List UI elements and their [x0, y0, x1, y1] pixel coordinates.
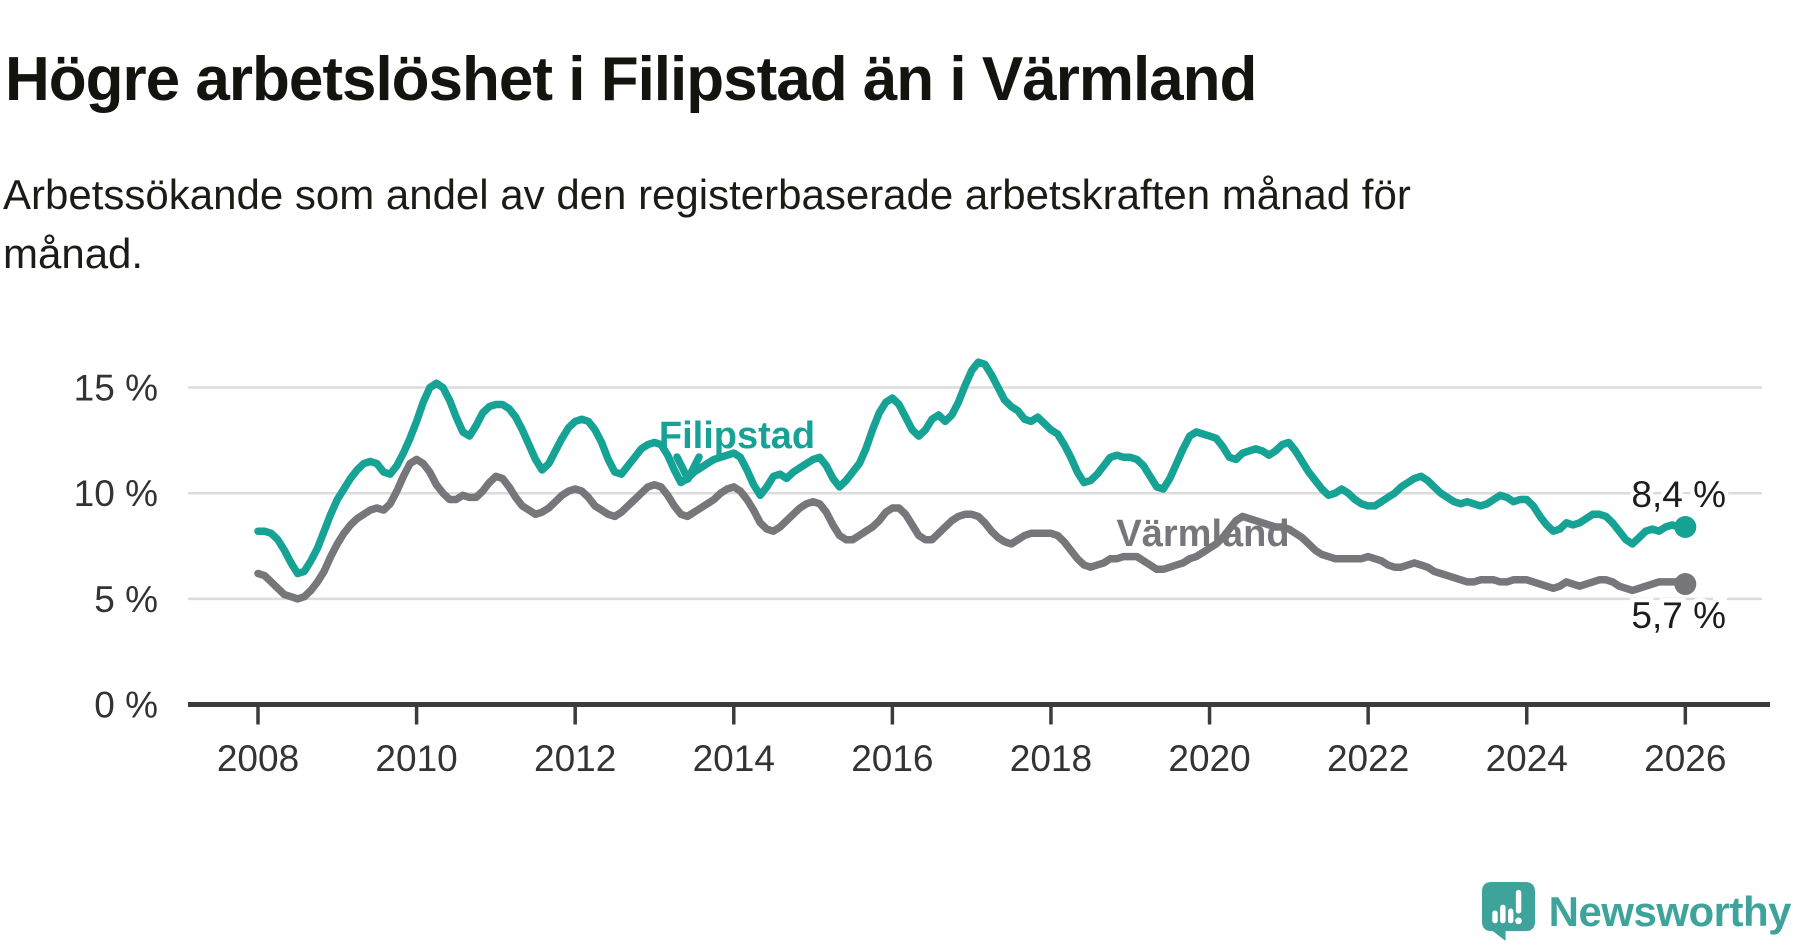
x-tick-label: 2020: [1168, 738, 1250, 779]
x-tick-label: 2016: [851, 738, 933, 779]
end-value-värmland: 5,7 %: [1631, 595, 1726, 636]
end-value-filipstad: 8,4 %: [1631, 474, 1726, 515]
annotation-arrow-down-icon: [673, 453, 703, 483]
y-tick-label: 0 %: [94, 685, 158, 726]
axes: 0 % 5 % 10 % 15 % 2008 2010 2012 2014 2016 2018 20…: [74, 368, 1770, 779]
x-tick-label: 2008: [217, 738, 299, 779]
page-subtitle: Arbetssökande som andel av den registerb…: [3, 171, 1411, 277]
annotations: Filipstad Värmland: [659, 415, 1290, 555]
x-tick-label: 2018: [1010, 738, 1092, 779]
series-label-filipstad: Filipstad: [659, 415, 815, 457]
x-tick-label: 2010: [375, 738, 457, 779]
newsworthy-logo-text: Newsworthy: [1548, 887, 1792, 935]
x-tick-label: 2014: [693, 738, 775, 779]
x-tick-label: 2012: [534, 738, 616, 779]
end-dot-filipstad: [1674, 516, 1697, 539]
x-tick-label: 2026: [1644, 738, 1726, 779]
y-tick-label: 5 %: [94, 579, 158, 620]
data-series: [254, 358, 1690, 603]
line-filipstad: [254, 358, 1690, 578]
x-tick-label: 2024: [1486, 738, 1568, 779]
line-värmland: [254, 455, 1690, 603]
x-tick-label: 2022: [1327, 738, 1409, 779]
end-dot-värmland: [1674, 573, 1697, 596]
newsworthy-logo-icon: [1481, 882, 1535, 941]
page-title: Högre arbetslöshet i Filipstad än i Värm…: [5, 44, 1257, 114]
newsworthy-logo: Newsworthy: [1481, 881, 1792, 942]
end-value-labels: 8,4 % 5,7 %: [1627, 470, 1731, 641]
y-tick-label: 15 %: [74, 368, 158, 409]
gridlines: [188, 386, 1762, 601]
series-label-värmland: Värmland: [1116, 513, 1289, 555]
y-tick-label: 10 %: [74, 473, 158, 514]
